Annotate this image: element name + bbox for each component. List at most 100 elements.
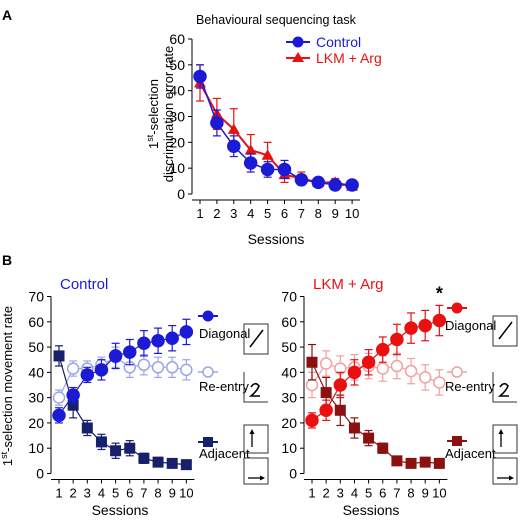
- lkm-panel-legend-reentry-marker: [451, 366, 463, 378]
- lkm-panel-diagonal-point: [432, 313, 447, 328]
- control-panel-diagonal-line: [58, 331, 187, 416]
- lkm-panel-diagonal-point: [305, 413, 319, 428]
- panel-a-y-tick-label: 50: [169, 57, 185, 73]
- lkm-panel-diagonal-point: [319, 403, 333, 418]
- control-panel-diagonal-point: [66, 388, 80, 402]
- lkm-panel-adjacent-point: [419, 456, 431, 468]
- legend-lkm-label: LKM + Arg: [316, 50, 382, 66]
- lkm-panel-x-tick-label: 5: [365, 486, 372, 501]
- re-entry-icon: [492, 372, 517, 403]
- lkm-panel-diagonal-point: [361, 355, 376, 369]
- control-panel-adjacent-point: [166, 457, 178, 469]
- panel-a-x-tick-label: 7: [298, 206, 305, 221]
- control-panel-reentry-point: [52, 391, 66, 404]
- lkm-panel-diagonal-point: [347, 365, 362, 380]
- lkm-panel-reentry-point: [319, 357, 333, 370]
- control-panel-y-tick-label: 70: [28, 289, 44, 305]
- lkm-panel-x-tick-label: 9: [422, 486, 429, 501]
- control-panel-y-tick-label: 30: [28, 390, 44, 406]
- lkm-panel-adjacent-point: [306, 356, 318, 368]
- lkm-panel-legend-diagonal-marker: [451, 302, 463, 314]
- panel-b-ylabel-sup: st: [0, 451, 9, 459]
- lkm-panel-reentry-point: [404, 364, 418, 378]
- control-panel-x-tick-label: 8: [154, 486, 161, 501]
- svg-text:1st-selection movement rate: 1st-selection movement rate: [0, 306, 15, 466]
- panel-a-x-tick-label: 9: [332, 206, 339, 221]
- control-panel-diagonal-point: [94, 363, 109, 377]
- panel-b-ylabel-post: -selection movement rate: [0, 306, 15, 452]
- control-panel-reentry-line: [58, 356, 187, 398]
- control-panel-x-tick-label: 10: [179, 486, 193, 501]
- panel-a-label: A: [2, 7, 12, 23]
- panel-a-x-tick-label: 2: [213, 206, 220, 221]
- control-series-point: [193, 69, 207, 84]
- adjacent-up-icon: [243, 424, 269, 454]
- lkm-panel-y-tick-label: 20: [281, 415, 297, 431]
- panel-b-ylabel-pre: 1: [0, 459, 15, 466]
- lkm-panel-adjacent-point: [348, 422, 360, 434]
- control-series-point: [345, 178, 359, 192]
- lkm-panel-adjacent-point: [405, 457, 417, 469]
- panel-a-ylabel-line2: discrimination error rate: [161, 46, 176, 183]
- panel-a-ylabel-sup: st: [145, 134, 155, 142]
- lkm-panel-y-tick-label: 40: [281, 364, 297, 380]
- control-panel-reentry-point: [137, 358, 151, 372]
- control-panel-adjacent-point: [81, 422, 93, 434]
- lkm-panel-reentry-point: [433, 376, 446, 389]
- legend-control-marker: [292, 36, 304, 48]
- control-panel-adjacent-point: [53, 350, 65, 362]
- lkm-panel-adjacent-point: [320, 387, 332, 399]
- panel-a-xlabel: Sessions: [248, 231, 305, 247]
- lkm-panel-y-tick-label: 0: [289, 466, 297, 482]
- lkm-panel-reentry-point: [418, 371, 432, 384]
- lkm-panel-adjacent-point: [433, 457, 445, 469]
- panel-a-y-tick-label: 40: [169, 83, 185, 99]
- lkm-panel-x-tick-label: 6: [379, 486, 386, 501]
- lkm-panel-adjacent-line: [311, 361, 440, 464]
- lkm-panel-adjacent-point: [377, 442, 389, 454]
- legend-left-adjacent: Adjacent: [199, 446, 250, 461]
- diagonal-icon: [243, 323, 269, 355]
- panel-a-x-tick-label: 3: [230, 206, 237, 221]
- legend-right-diagonal: Diagonal: [445, 318, 496, 333]
- lkm-panel-x-tick-label: 7: [393, 486, 400, 501]
- panel-b-left-title: Control: [60, 276, 108, 293]
- control-panel-legend-diagonal-marker: [202, 310, 214, 322]
- re-entry-icon: [243, 372, 268, 403]
- control-panel-x-tick-label: 6: [126, 486, 133, 501]
- adjacent-up-icon: [492, 424, 518, 454]
- control-panel-reentry-point: [180, 363, 193, 377]
- panel-a-ylabel-post: -selection: [146, 79, 161, 135]
- panel-a-y-tick-label: 0: [177, 186, 185, 202]
- control-series-point: [328, 178, 342, 192]
- lkm-panel-legend-adjacent-marker: [452, 436, 462, 446]
- control-panel-diagonal-point: [151, 334, 165, 348]
- control-panel-diagonal-point: [179, 325, 194, 339]
- control-panel-diagonal-point: [108, 349, 123, 363]
- legend-left-diagonal: Diagonal: [199, 326, 250, 341]
- panel-a-x-tick-label: 10: [345, 206, 359, 221]
- control-panel-x-tick-label: 1: [55, 486, 62, 501]
- control-panel-y-tick-label: 40: [28, 364, 44, 380]
- panel-b-right-xlabel: Sessions: [343, 502, 400, 518]
- lkm-panel-reentry-point: [376, 362, 389, 375]
- control-panel-x-tick-label: 3: [84, 486, 91, 501]
- control-panel-x-tick-label: 7: [140, 486, 147, 501]
- legend-control-label: Control: [316, 34, 361, 50]
- panel-a-y-tick-label: 20: [169, 134, 185, 150]
- lkm-panel-adjacent-point: [391, 455, 403, 467]
- control-panel-y-tick-label: 10: [28, 440, 44, 456]
- lkm-panel-diagonal-point: [404, 321, 418, 335]
- lkm-panel-diagonal-point: [333, 378, 348, 392]
- lkm-panel-reentry-point: [305, 378, 319, 392]
- legend-right-adjacent: Adjacent: [445, 446, 496, 461]
- panel-a-y-tick-label: 10: [169, 160, 185, 176]
- lkm-panel-adjacent-point: [334, 404, 346, 416]
- control-panel-reentry-point: [151, 361, 165, 374]
- panel-a-x-tick-label: 4: [247, 206, 254, 221]
- legend-right-reentry: Re-entry: [445, 379, 495, 394]
- control-series-point: [260, 162, 275, 177]
- control-panel-x-tick-label: 5: [112, 486, 119, 501]
